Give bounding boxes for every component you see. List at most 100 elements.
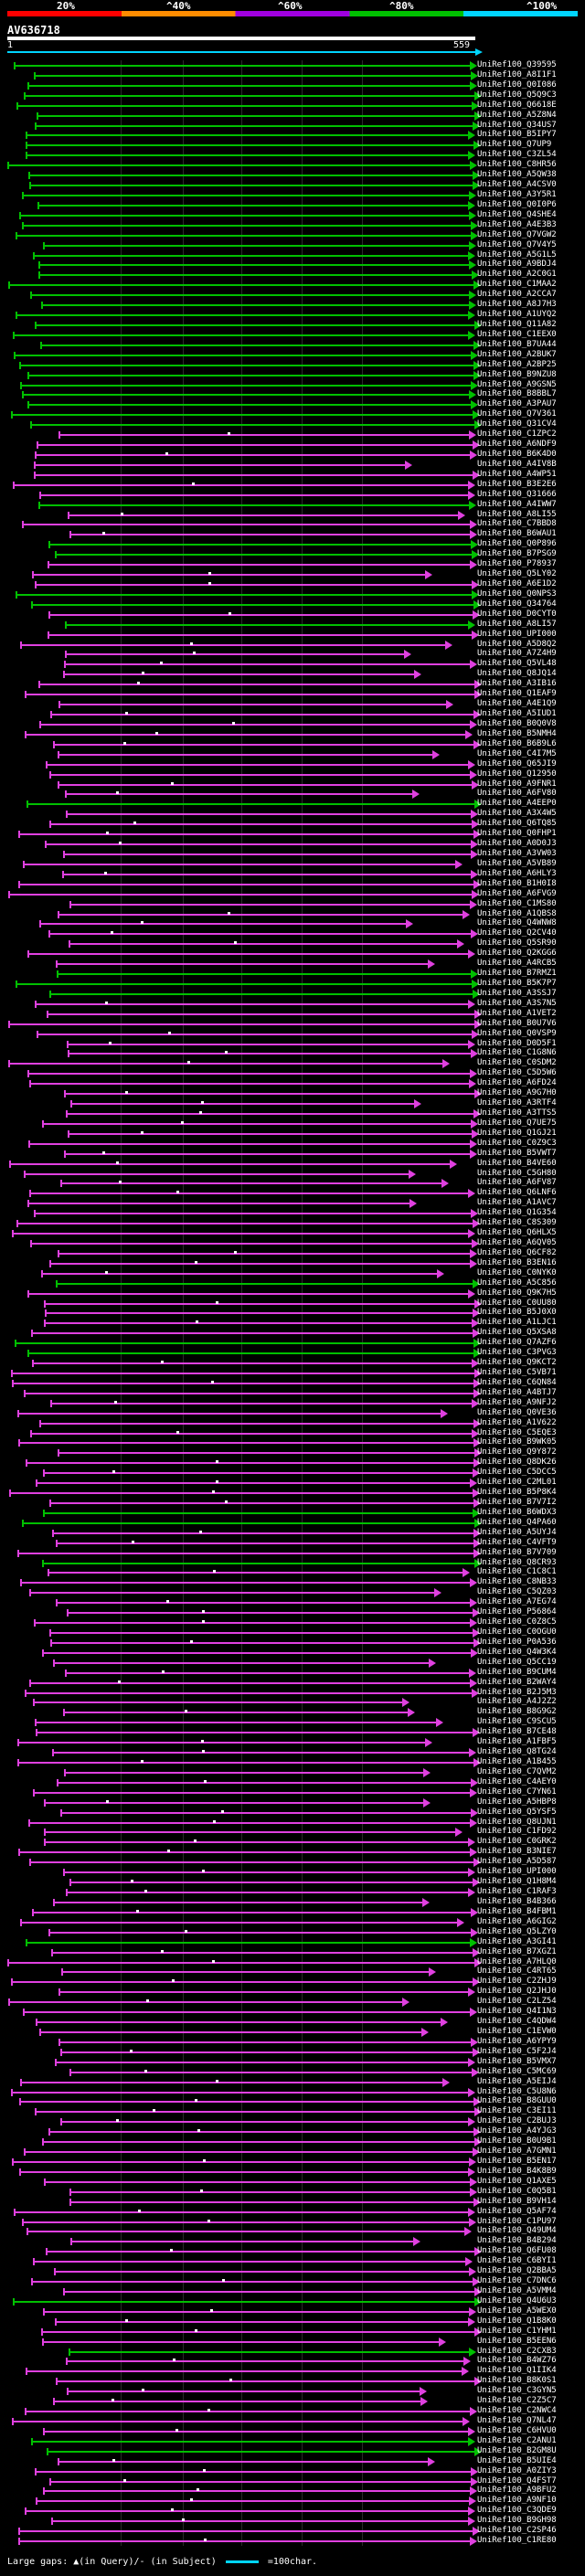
hit-id-label[interactable]: UniRef100_Q7UP9	[477, 140, 552, 150]
hit-id-label[interactable]: UniRef100_P0A536	[477, 1637, 557, 1647]
hit-id-label[interactable]: UniRef100_A6QV05	[477, 1237, 557, 1247]
hit-id-label[interactable]: UniRef100_A9FNR1	[477, 779, 557, 789]
hit-id-label[interactable]: UniRef100_Q34US7	[477, 120, 557, 130]
hit-id-label[interactable]: UniRef100_B7UA44	[477, 339, 557, 349]
hit-id-label[interactable]: UniRef100_A5IUD1	[477, 709, 557, 719]
hit-id-label[interactable]: UniRef100_Q4W3K4	[477, 1647, 557, 1657]
hit-id-label[interactable]: UniRef100_B6B9L6	[477, 738, 557, 748]
hit-id-label[interactable]: UniRef100_B0U9B1	[477, 2136, 557, 2147]
hit-id-label[interactable]: UniRef100_B7V709	[477, 1547, 557, 1557]
hit-id-label[interactable]: UniRef100_Q7V361	[477, 409, 557, 419]
hit-id-label[interactable]: UniRef100_Q1GJ21	[477, 1128, 557, 1138]
hit-id-label[interactable]: UniRef100_A3GI41	[477, 1936, 557, 1946]
hit-id-label[interactable]: UniRef100_C5D5W6	[477, 1068, 557, 1078]
hit-id-label[interactable]: UniRef100_B5IPY7	[477, 130, 557, 140]
hit-id-label[interactable]: UniRef100_C3GYN5	[477, 2386, 557, 2396]
hit-id-label[interactable]: UniRef100_C7QVM2	[477, 1766, 557, 1776]
hit-id-label[interactable]: UniRef100_Q4SHE4	[477, 209, 557, 219]
hit-id-label[interactable]: UniRef100_Q65JI9	[477, 758, 557, 769]
hit-id-label[interactable]: UniRef100_C5EQE3	[477, 1427, 557, 1437]
hit-id-label[interactable]: UniRef100_A1VET2	[477, 1008, 557, 1018]
hit-id-label[interactable]: UniRef100_Q34764	[477, 599, 557, 609]
hit-id-label[interactable]: UniRef100_C4QDW4	[477, 2017, 557, 2027]
hit-id-label[interactable]: UniRef100_C0Z9C3	[477, 1138, 557, 1148]
hit-id-label[interactable]: UniRef100_Q8TG24	[477, 1747, 557, 1757]
hit-id-label[interactable]: UniRef100_B2WAY4	[477, 1677, 557, 1687]
hit-id-label[interactable]: UniRef100_A4IWW7	[477, 499, 557, 509]
hit-id-label[interactable]: UniRef100_A7EG74	[477, 1597, 557, 1607]
hit-id-label[interactable]: UniRef100_D0D5F1	[477, 1038, 557, 1048]
hit-id-label[interactable]: UniRef100_B7V7I2	[477, 1498, 557, 1507]
hit-id-label[interactable]: UniRef100_C3QDE9	[477, 2506, 557, 2516]
hit-id-label[interactable]: UniRef100_Q6TQ85	[477, 819, 557, 829]
hit-id-label[interactable]: UniRef100_C1RE80	[477, 2536, 557, 2546]
hit-id-label[interactable]: UniRef100_Q31CV4	[477, 419, 557, 429]
hit-id-label[interactable]: UniRef100_A3TTS5	[477, 1108, 557, 1118]
hit-id-label[interactable]: UniRef100_B4B294	[477, 2236, 557, 2246]
hit-id-label[interactable]: UniRef100_C3PVG3	[477, 1348, 557, 1358]
hit-id-label[interactable]: UniRef100_Q0VE36	[477, 1407, 557, 1417]
hit-id-label[interactable]: UniRef100_A6FD24	[477, 1078, 557, 1088]
hit-id-label[interactable]: UniRef100_Q5LY02	[477, 569, 557, 579]
hit-id-label[interactable]: UniRef100_A4RCB5	[477, 959, 557, 969]
hit-id-label[interactable]: UniRef100_B1H0I8	[477, 878, 557, 888]
hit-id-label[interactable]: UniRef100_Q4WNW8	[477, 918, 557, 928]
hit-id-label[interactable]: UniRef100_B9GH98	[477, 2516, 557, 2526]
hit-id-label[interactable]: UniRef100_Q9KCT2	[477, 1358, 557, 1368]
hit-id-label[interactable]: UniRef100_A6FV80	[477, 789, 557, 799]
hit-id-label[interactable]: UniRef100_Q1IIK4	[477, 2366, 557, 2376]
hit-id-label[interactable]: UniRef100_A0D0J3	[477, 839, 557, 849]
hit-id-label[interactable]: UniRef100_C5DCC5	[477, 1468, 557, 1478]
hit-id-label[interactable]: UniRef100_A1AVC7	[477, 1198, 557, 1208]
hit-id-label[interactable]: UniRef100_C4VFT9	[477, 1537, 557, 1547]
hit-id-label[interactable]: UniRef100_A4J2Z2	[477, 1697, 557, 1707]
hit-id-label[interactable]: UniRef100_Q6CF82	[477, 1247, 557, 1257]
hit-id-label[interactable]: UniRef100_C2BUJ3	[477, 2116, 557, 2126]
hit-id-label[interactable]: UniRef100_C0SDM2	[477, 1058, 557, 1068]
hit-id-label[interactable]: UniRef100_A9GSN5	[477, 379, 557, 389]
hit-id-label[interactable]: UniRef100_Q1H8M4	[477, 1877, 557, 1887]
hit-id-label[interactable]: UniRef100_A2C0G1	[477, 270, 557, 280]
hit-id-label[interactable]: UniRef100_A7Z4H9	[477, 649, 557, 659]
hit-id-label[interactable]: UniRef100_P78937	[477, 559, 557, 569]
hit-id-label[interactable]: UniRef100_C1G8N6	[477, 1048, 557, 1058]
hit-id-label[interactable]: UniRef100_C6QN84	[477, 1377, 557, 1387]
hit-id-label[interactable]: UniRef100_A3IB16	[477, 679, 557, 689]
hit-id-label[interactable]: UniRef100_Q1AXE5	[477, 2176, 557, 2186]
hit-id-label[interactable]: UniRef100_C1EVW0	[477, 2026, 557, 2036]
hit-id-label[interactable]: UniRef100_A5EIJ4	[477, 2076, 557, 2086]
hit-id-label[interactable]: UniRef100_B2GM8U	[477, 2445, 557, 2455]
hit-id-label[interactable]: UniRef100_Q6FU08	[477, 2246, 557, 2256]
hit-id-label[interactable]: UniRef100_C8S309	[477, 1218, 557, 1228]
hit-id-label[interactable]: UniRef100_C4I7M5	[477, 748, 557, 758]
hit-id-label[interactable]: UniRef100_A2BUK7	[477, 349, 557, 359]
hit-id-label[interactable]: UniRef100_B5J0X0	[477, 1308, 557, 1318]
hit-id-label[interactable]: UniRef100_C1ZPC2	[477, 429, 557, 440]
hit-id-label[interactable]: UniRef100_Q8JQ14	[477, 669, 557, 679]
hit-id-label[interactable]: UniRef100_Q49UM4	[477, 2226, 557, 2236]
hit-id-label[interactable]: UniRef100_C0UU80	[477, 1298, 557, 1308]
hit-id-label[interactable]: UniRef100_A6GIG2	[477, 1916, 557, 1926]
hit-id-label[interactable]: UniRef100_B9NZU8	[477, 369, 557, 379]
hit-id-label[interactable]: UniRef100_C2LZ54	[477, 1997, 557, 2007]
hit-id-label[interactable]: UniRef100_A5D8Q2	[477, 639, 557, 649]
hit-id-label[interactable]: UniRef100_B8G9G2	[477, 1707, 557, 1717]
hit-id-label[interactable]: UniRef100_Q7NL47	[477, 2415, 557, 2425]
hit-id-label[interactable]: UniRef100_Q7UE75	[477, 1118, 557, 1128]
hit-id-label[interactable]: UniRef100_A4E1Q9	[477, 699, 557, 709]
hit-id-label[interactable]: UniRef100_C7YN61	[477, 1786, 557, 1797]
hit-id-label[interactable]: UniRef100_B3EN16	[477, 1257, 557, 1267]
hit-id-label[interactable]: UniRef100_C5U8N6	[477, 2086, 557, 2096]
hit-id-label[interactable]: UniRef100_A5VB89	[477, 858, 557, 868]
hit-id-label[interactable]: UniRef100_Q0I0P6	[477, 199, 557, 209]
hit-id-label[interactable]: UniRef100_B7CE48	[477, 1727, 557, 1737]
hit-id-label[interactable]: UniRef100_C1PU97	[477, 2216, 557, 2226]
hit-id-label[interactable]: UniRef100_A1LJC1	[477, 1318, 557, 1328]
hit-id-label[interactable]: UniRef100_A5Z8N4	[477, 110, 557, 120]
hit-id-label[interactable]: UniRef100_Q5VL48	[477, 659, 557, 669]
hit-id-label[interactable]: UniRef100_A6FVG9	[477, 888, 557, 898]
hit-id-label[interactable]: UniRef100_Q5Q9C3	[477, 90, 557, 100]
hit-id-label[interactable]: UniRef100_A5QW38	[477, 170, 557, 180]
hit-id-label[interactable]: UniRef100_B8GUU0	[477, 2096, 557, 2106]
hit-id-label[interactable]: UniRef100_A3RTF4	[477, 1098, 557, 1108]
